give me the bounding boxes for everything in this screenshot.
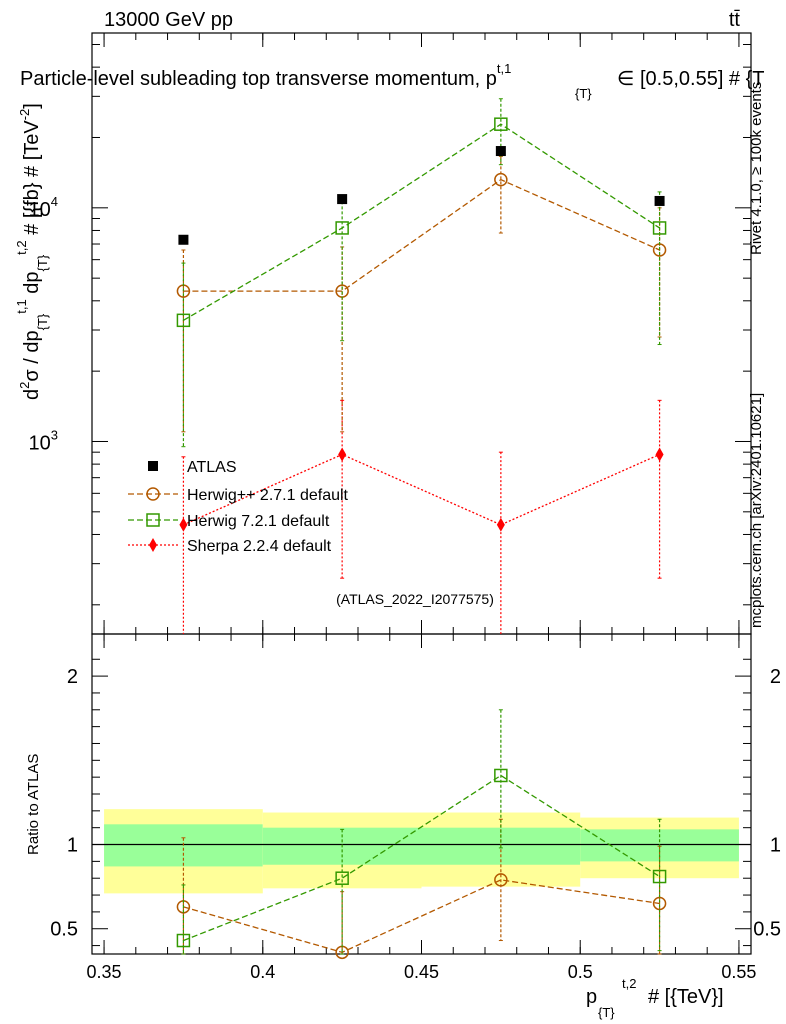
ylabel-part-6: {T} (35, 254, 50, 271)
energy-label: 13000 GeV pp (104, 9, 233, 31)
data-point (496, 517, 505, 532)
ratio-series-1 (176, 709, 667, 955)
process-label: tt̄ (729, 9, 741, 31)
ylabel-part-10: ] (21, 103, 43, 109)
title-sup: t,1 (497, 61, 511, 76)
ratio-y-tick-label: 1 (67, 835, 78, 857)
series-0 (178, 146, 665, 245)
analysis-id: (ATLAS_2022_I2077575) (336, 591, 494, 607)
legend-entry-0: ATLAS (148, 459, 237, 476)
series-line (183, 453, 660, 526)
ylabel-part-5: dp (21, 271, 43, 299)
data-point (494, 117, 508, 131)
data-point (655, 447, 664, 462)
ratio-point (494, 768, 508, 783)
data-point (494, 172, 508, 187)
x-tick-label: 0.5 (568, 962, 593, 982)
y-tick-label: 104 (29, 194, 58, 221)
legend-label: ATLAS (187, 459, 237, 476)
data-point (179, 517, 188, 532)
ratio-y-tick-label: 0.5 (50, 919, 78, 941)
xlabel-main: p (586, 986, 597, 1008)
title-sub: {T} (575, 86, 592, 101)
x-tick-label: 0.45 (404, 962, 439, 982)
x-tick-label: 0.4 (250, 962, 275, 982)
ylabel-part-3: {T} (35, 313, 50, 330)
data-point (654, 195, 665, 206)
ratio-bands (92, 809, 751, 894)
series-2 (176, 98, 667, 448)
data-point (495, 146, 506, 157)
data-point (176, 313, 191, 328)
data-point (338, 447, 347, 462)
legend-marker (146, 487, 160, 501)
rivet-label: Rivet 4.1.0, ≥ 100k events (748, 82, 765, 255)
ylabel-part-7: t,2 (14, 240, 29, 254)
legend-marker (148, 461, 158, 471)
svg-text:d2σ / dp{T}t,1 dp{T}t,2 # [{fb: d2σ / dp{T}t,1 dp{T}t,2 # [{fb} # [TeV-2… (14, 103, 50, 400)
data-point (337, 194, 348, 205)
legend-marker (146, 513, 160, 527)
legend-label: Sherpa 2.2.4 default (187, 538, 332, 555)
x-tick-label: 0.55 (721, 962, 756, 982)
ratio-point (176, 933, 191, 948)
main-series (176, 98, 667, 634)
ratio-point (494, 873, 508, 887)
ylabel-part-9: -2 (17, 109, 32, 121)
ratio-y-tick-label: 2 (67, 666, 78, 688)
ylabel-part-0: d (21, 389, 43, 400)
ratio-y-tick-label-right: 1 (770, 835, 781, 857)
plot-title: Particle-level subleading top transverse… (20, 61, 765, 101)
xlabel-sup: t,2 (622, 976, 636, 991)
legend-entry-1: Herwig++ 2.7.1 default (128, 487, 349, 504)
xlabel-rest: # [{TeV}] (648, 986, 724, 1008)
ratio-plot-frame (91, 633, 752, 955)
title-rest: ∈ [0.5,0.55] # {T (617, 68, 765, 90)
data-point (335, 221, 349, 235)
series-line (183, 123, 660, 321)
ratio-point (335, 871, 349, 885)
series-3 (179, 399, 664, 634)
legend: ATLAS Herwig++ 2.7.1 default Herwig 7.2.1 … (128, 459, 349, 555)
ylabel-part-4: t,1 (14, 299, 29, 313)
y-tick-label: 103 (29, 427, 58, 454)
legend-entry-2: Herwig 7.2.1 default (128, 513, 330, 530)
legend-label: Herwig 7.2.1 default (187, 513, 330, 530)
y-axis-label: d2σ / dp{T}t,1 dp{T}t,2 # [{fb} # [TeV-2… (14, 103, 50, 400)
ylabel-part-2: σ / dp (21, 330, 43, 381)
x-tick-label: 0.35 (87, 962, 122, 982)
series-1 (176, 155, 667, 433)
svg-text:Particle-level subleading top: Particle-level subleading top transverse… (20, 61, 511, 90)
ylabel-part-1: 2 (17, 382, 32, 389)
ratio-series (176, 709, 667, 960)
legend-label: Herwig++ 2.7.1 default (187, 487, 349, 504)
xlabel-sub: {T} (598, 1005, 615, 1020)
x-axis-label: p {T} t,2 # [{TeV}] (586, 976, 724, 1020)
legend-marker (149, 538, 157, 552)
svg-text:p: p (586, 986, 597, 1008)
data-point (178, 234, 189, 245)
ylabel-part-8: # [{fb} # [TeV (21, 120, 43, 241)
legend-entry-3: Sherpa 2.2.4 default (128, 538, 332, 555)
ratio-y-label: Ratio to ATLAS (25, 754, 42, 855)
ratio-y-tick-label-right: 2 (770, 666, 781, 688)
ratio-line (183, 774, 660, 942)
mcplots-label: mcplots.cern.ch [arXiv:2401.10621] (748, 393, 765, 628)
ratio-line (183, 879, 660, 954)
ratio-y-tick-label-right: 0.5 (753, 919, 781, 941)
data-point (652, 221, 667, 235)
ratio-point (652, 869, 667, 884)
series-line (183, 178, 660, 292)
title-main: Particle-level subleading top transverse… (20, 68, 497, 90)
